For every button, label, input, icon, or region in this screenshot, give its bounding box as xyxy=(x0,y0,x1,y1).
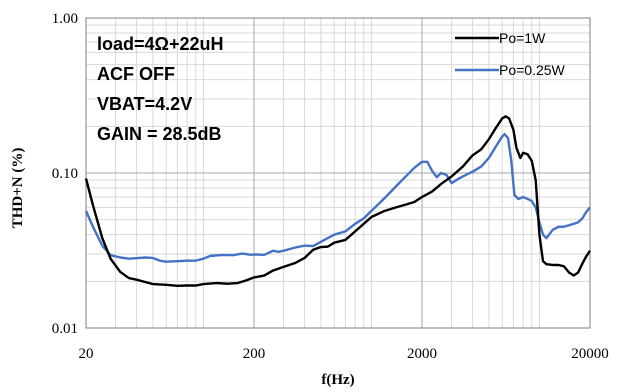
x-tick-label: 20000 xyxy=(571,346,609,362)
legend-label-po-025w: Po=0.25W xyxy=(499,62,566,78)
legend-label-po-1w: Po=1W xyxy=(499,30,546,46)
y-tick-label: 0.01 xyxy=(52,321,78,337)
x-tick-labels: 20 200 2000 20000 xyxy=(79,346,609,362)
y-tick-labels: 1.00 0.10 0.01 xyxy=(52,11,78,337)
annotation-gain: GAIN = 28.5dB xyxy=(97,124,222,144)
y-tick-label: 1.00 xyxy=(52,11,78,27)
series-line-po-025w xyxy=(84,132,591,263)
annotation-acf: ACF OFF xyxy=(97,64,175,84)
x-tick-label: 20 xyxy=(79,346,94,362)
legend: Po=1W Po=0.25W xyxy=(455,30,566,78)
y-axis-label: THD+N (%) xyxy=(10,148,26,229)
series-line-po-1w xyxy=(84,115,591,288)
x-tick-label: 2000 xyxy=(407,346,437,362)
y-tick-label: 0.10 xyxy=(52,166,78,182)
annotation-vbat: VBAT=4.2V xyxy=(97,94,192,114)
x-tick-label: 200 xyxy=(243,346,266,362)
annotation-load: load=4Ω+22uH xyxy=(97,34,223,54)
x-axis-label: f(Hz) xyxy=(321,372,354,388)
series-layer xyxy=(84,115,591,288)
plot-frame xyxy=(85,17,591,329)
